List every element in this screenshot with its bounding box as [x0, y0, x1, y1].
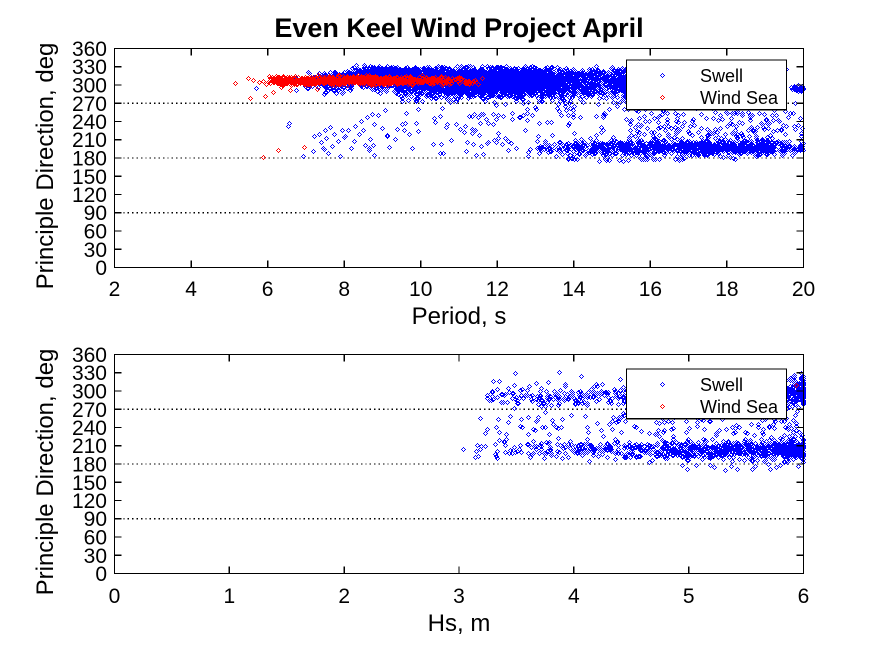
svg-text:0: 0 — [109, 585, 121, 608]
svg-text:150: 150 — [72, 166, 107, 189]
svg-text:90: 90 — [84, 508, 107, 531]
svg-text:360: 360 — [72, 344, 107, 367]
svg-text:30: 30 — [84, 545, 107, 568]
svg-text:20: 20 — [792, 278, 815, 301]
svg-text:Period, s: Period, s — [412, 303, 507, 330]
svg-text:360: 360 — [72, 38, 107, 61]
svg-text:Principle Direction, deg: Principle Direction, deg — [32, 43, 59, 290]
svg-text:Wind Sea: Wind Sea — [700, 397, 779, 417]
svg-text:90: 90 — [84, 202, 107, 225]
svg-text:210: 210 — [72, 435, 107, 458]
svg-text:150: 150 — [72, 472, 107, 495]
svg-text:2: 2 — [338, 585, 350, 608]
svg-text:4: 4 — [185, 278, 197, 301]
svg-text:180: 180 — [72, 454, 107, 477]
svg-text:30: 30 — [84, 239, 107, 262]
svg-text:210: 210 — [72, 129, 107, 152]
svg-text:3: 3 — [453, 585, 465, 608]
svg-text:10: 10 — [409, 278, 432, 301]
svg-text:0: 0 — [95, 257, 107, 280]
svg-text:14: 14 — [562, 278, 586, 301]
svg-text:2: 2 — [109, 278, 121, 301]
svg-text:270: 270 — [72, 93, 107, 116]
svg-text:Wind Sea: Wind Sea — [700, 88, 779, 108]
svg-text:16: 16 — [639, 278, 662, 301]
svg-text:120: 120 — [72, 184, 107, 207]
svg-text:240: 240 — [72, 111, 107, 134]
svg-text:270: 270 — [72, 399, 107, 422]
svg-text:8: 8 — [338, 278, 350, 301]
svg-text:0: 0 — [95, 563, 107, 586]
svg-text:Even Keel Wind Project April: Even Keel Wind Project April — [274, 13, 643, 43]
svg-text:4: 4 — [568, 585, 580, 608]
svg-text:Hs, m: Hs, m — [428, 610, 491, 637]
svg-text:18: 18 — [715, 278, 738, 301]
svg-text:180: 180 — [72, 148, 107, 171]
svg-text:330: 330 — [72, 56, 107, 79]
svg-text:Swell: Swell — [700, 375, 743, 395]
svg-text:240: 240 — [72, 417, 107, 440]
svg-text:6: 6 — [798, 585, 810, 608]
svg-text:60: 60 — [84, 527, 107, 550]
svg-text:Swell: Swell — [700, 66, 743, 86]
svg-text:6: 6 — [262, 278, 274, 301]
svg-text:300: 300 — [72, 75, 107, 98]
svg-text:1: 1 — [223, 585, 235, 608]
svg-text:120: 120 — [72, 490, 107, 513]
svg-text:60: 60 — [84, 221, 107, 244]
svg-text:330: 330 — [72, 362, 107, 385]
svg-text:Principle Direction, deg: Principle Direction, deg — [32, 349, 59, 596]
svg-text:12: 12 — [486, 278, 509, 301]
svg-text:300: 300 — [72, 381, 107, 404]
svg-text:5: 5 — [683, 585, 695, 608]
